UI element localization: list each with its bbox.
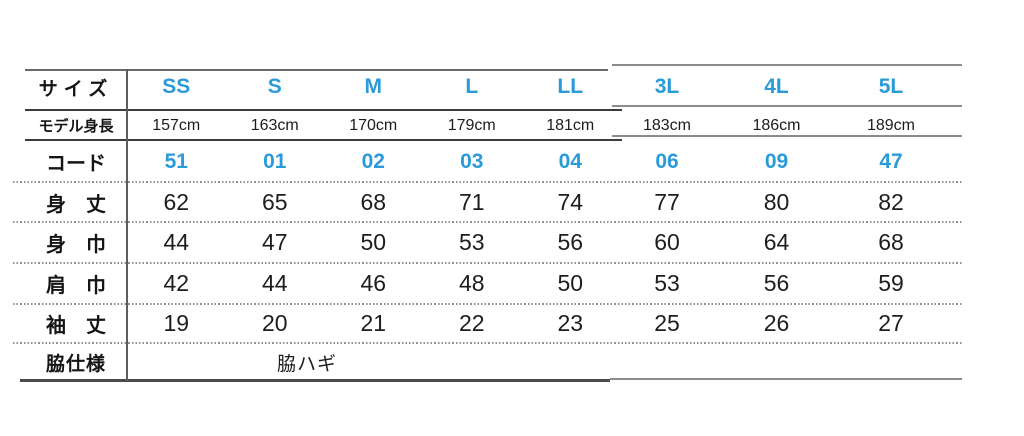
cell: 59 (878, 270, 904, 296)
model-height-label: モデル身長 (38, 118, 114, 135)
size-col-s: S (267, 75, 282, 98)
cell: 74 (557, 188, 584, 215)
rule-vertical-divider (126, 69, 128, 381)
model-height-s: 163cm (250, 116, 299, 134)
cell: 20 (261, 310, 288, 336)
rule-dotted-3 (13, 262, 963, 264)
cell: 47 (261, 229, 288, 255)
code-l: 03 (460, 149, 484, 173)
rule-header-mid-left (25, 109, 622, 111)
cell: 62 (163, 188, 190, 215)
model-height-4l: 186cm (752, 116, 801, 134)
code-4l: 09 (764, 149, 789, 173)
cell: 46 (360, 270, 387, 296)
row-body-length: 身 丈 62 65 68 71 74 77 80 82 (25, 182, 944, 222)
row-side-spec: 脇仕様 脇ハギ (25, 343, 977, 381)
cell: 65 (261, 188, 288, 215)
body-length-label: 身 丈 (46, 193, 106, 216)
cell: 77 (654, 188, 680, 215)
code-m: 02 (361, 149, 385, 173)
code-ll: 04 (558, 149, 582, 173)
rule-dotted-1 (13, 181, 963, 183)
size-col-3l: 3L (654, 75, 680, 98)
cell: 27 (878, 310, 904, 336)
side-spec-value: 脇ハギ (277, 353, 338, 375)
cell: 44 (163, 229, 190, 255)
model-height-ss: 157cm (152, 116, 201, 134)
cell: 71 (458, 188, 485, 215)
model-height-ll: 181cm (546, 116, 595, 134)
code-s: 01 (263, 149, 287, 173)
cell: 23 (557, 310, 584, 336)
size-col-4l: 4L (764, 75, 789, 98)
size-col-ll: LL (557, 75, 584, 98)
row-size-header: サイズ SS S M L LL 3L 4L 5L (25, 64, 944, 110)
body-width-label: 身 巾 (46, 234, 106, 256)
size-col-5l: 5L (878, 75, 904, 98)
model-height-l: 179cm (447, 116, 496, 134)
cell: 22 (458, 310, 485, 336)
cell: 44 (261, 270, 288, 296)
cell: 53 (458, 229, 485, 255)
cell: 64 (763, 229, 790, 255)
model-height-5l: 189cm (866, 116, 916, 134)
row-body-width: 身 巾 44 47 50 53 56 60 64 68 (25, 222, 944, 263)
code-5l: 47 (879, 149, 903, 173)
side-spec-label: 脇仕様 (45, 353, 106, 375)
cell: 21 (360, 310, 387, 336)
cell: 80 (763, 188, 790, 215)
size-header-label: サイズ (38, 78, 114, 100)
cell: 19 (163, 310, 190, 336)
rule-top-left (25, 69, 608, 71)
rule-bottom-left (20, 379, 610, 382)
cell: 82 (878, 188, 904, 215)
size-col-m: M (364, 75, 383, 98)
rule-header-mid-right (612, 105, 962, 107)
size-col-l: L (465, 75, 479, 98)
cell: 26 (763, 310, 790, 336)
size-col-ss: SS (162, 75, 191, 98)
cell: 56 (557, 229, 584, 255)
code-3l: 06 (655, 149, 679, 173)
rule-header-bottom-left (25, 139, 622, 141)
row-shoulder-width: 肩 巾 42 44 46 48 50 53 56 59 (25, 263, 944, 304)
rule-header-bottom-right (612, 135, 962, 137)
cell: 42 (163, 270, 190, 296)
rule-dotted-4 (13, 303, 963, 305)
cell: 68 (360, 188, 387, 215)
model-height-3l: 183cm (642, 116, 692, 134)
cell: 50 (360, 229, 387, 255)
cell: 56 (763, 270, 790, 296)
row-model-height: モデル身長 157cm 163cm 170cm 179cm 181cm 183c… (25, 110, 944, 141)
cell: 60 (654, 229, 680, 255)
rule-dotted-2 (13, 221, 963, 223)
row-sleeve-length: 袖 丈 19 20 21 22 23 25 26 27 (25, 304, 944, 343)
cell: 50 (557, 270, 584, 296)
model-height-m: 170cm (349, 116, 398, 134)
cell: 25 (654, 310, 680, 336)
rule-dotted-5 (13, 342, 963, 344)
code-ss: 51 (164, 149, 188, 173)
cell: 68 (878, 229, 904, 255)
cell: 48 (458, 270, 485, 296)
code-label: コード (46, 153, 106, 175)
cell: 53 (654, 270, 680, 296)
row-code: コード 51 01 02 03 04 06 09 47 (25, 141, 944, 182)
rule-top-right (612, 64, 962, 66)
sleeve-length-label: 袖 丈 (46, 315, 106, 337)
rule-bottom-right (610, 378, 962, 380)
shoulder-width-label: 肩 巾 (46, 275, 106, 297)
